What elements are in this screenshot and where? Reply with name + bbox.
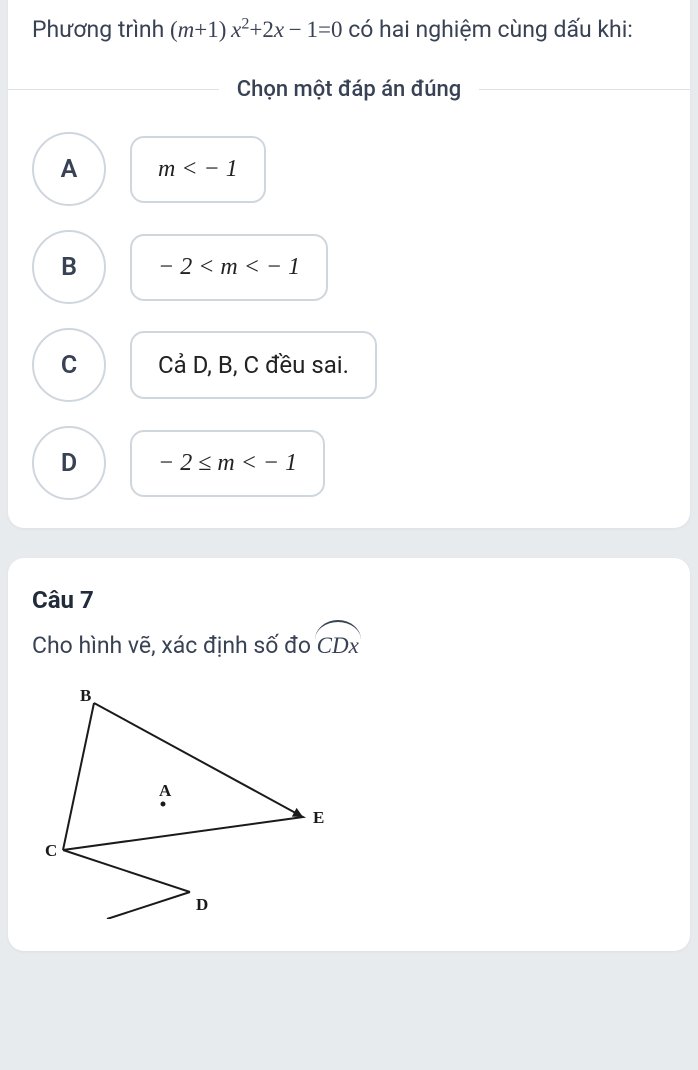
option-letter-a: A (32, 132, 106, 206)
question-7-text: Cho hình vẽ, xác định số đo CDx (32, 626, 666, 665)
option-b[interactable]: B − 2 < m < − 1 (32, 230, 666, 304)
eq-m: m (178, 17, 195, 42)
eq-lparen: ( (170, 17, 178, 42)
eq-minus: − (289, 17, 302, 42)
eq-1: 1 (207, 17, 219, 42)
question-6-text: Phương trình (m+1) x2+2x − 1=0 có hai ng… (32, 0, 666, 49)
divider-left (8, 89, 219, 90)
instruction-divider: Chọn một đáp án đúng (8, 77, 690, 102)
option-letter-c: C (32, 328, 106, 402)
eq-0: 0 (331, 17, 343, 42)
eq-x2: x (274, 17, 284, 42)
eq-plus1: + (194, 17, 207, 42)
eq-plus2: + (249, 17, 262, 42)
option-c[interactable]: C Cả D, B, C đều sai. (32, 328, 666, 402)
question-6-card: Phương trình (m+1) x2+2x − 1=0 có hai ng… (8, 0, 690, 528)
q7-prefix: Cho hình vẽ, xác định số đo (32, 632, 317, 659)
divider-right (479, 89, 690, 90)
question-7-card: Câu 7 Cho hình vẽ, xác định số đo CDx B C… (8, 558, 690, 951)
svg-text:A: A (159, 781, 172, 800)
option-content-b: − 2 < m < − 1 (130, 234, 328, 301)
eq-1b: 1 (306, 17, 318, 42)
option-letter-d: D (32, 426, 106, 500)
q6-suffix: có hai nghiệm cùng dấu khi: (348, 16, 633, 43)
option-d[interactable]: D − 2 ≤ m < − 1 (32, 426, 666, 500)
q7-diagram-svg: B C D E A (32, 689, 332, 919)
svg-text:B: B (80, 689, 91, 705)
svg-text:D: D (196, 895, 208, 914)
option-c-text: Cả D, B, C đều sai. (158, 351, 349, 379)
option-content-c: Cả D, B, C đều sai. (130, 331, 377, 399)
svg-text:E: E (313, 808, 324, 827)
q7-diagram: B C D E A (32, 689, 666, 923)
option-b-math: − 2 < m < − 1 (158, 254, 300, 281)
eq-equals: = (318, 17, 331, 42)
option-content-a: m < − 1 (130, 136, 266, 203)
eq-rparen: ) (219, 17, 227, 42)
arc-cdx: CDx (317, 626, 359, 665)
option-a[interactable]: A m < − 1 (32, 132, 666, 206)
eq-x: x (231, 17, 241, 42)
question-7-title: Câu 7 (32, 558, 666, 626)
arc-cdx-label: CDx (317, 633, 359, 658)
option-content-d: − 2 ≤ m < − 1 (130, 430, 325, 497)
q6-prefix: Phương trình (32, 16, 170, 43)
instruction-text: Chọn một đáp án đúng (219, 77, 480, 102)
eq-2: 2 (262, 17, 274, 42)
options-list: A m < − 1 B − 2 < m < − 1 C Cả D, B, C đ… (32, 132, 666, 500)
option-letter-b: B (32, 230, 106, 304)
option-d-math: − 2 ≤ m < − 1 (158, 450, 297, 477)
option-a-math: m < − 1 (158, 156, 238, 183)
svg-text:C: C (45, 841, 57, 860)
